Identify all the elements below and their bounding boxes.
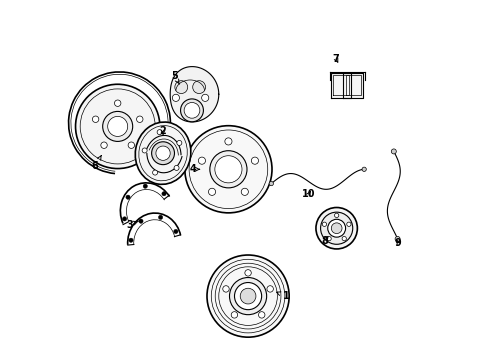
Circle shape — [184, 126, 271, 213]
Text: 9: 9 — [394, 238, 401, 248]
Text: 8: 8 — [321, 236, 327, 246]
Circle shape — [224, 138, 231, 145]
Circle shape — [184, 103, 200, 118]
Circle shape — [390, 149, 395, 154]
Circle shape — [174, 166, 179, 170]
Circle shape — [101, 142, 107, 148]
Circle shape — [209, 151, 246, 188]
Ellipse shape — [135, 122, 190, 184]
Circle shape — [266, 286, 273, 292]
Circle shape — [320, 212, 352, 244]
Circle shape — [142, 148, 147, 153]
Circle shape — [143, 184, 147, 188]
Text: 3: 3 — [126, 220, 138, 230]
Circle shape — [192, 81, 205, 94]
Circle shape — [342, 237, 346, 241]
Text: 1: 1 — [276, 291, 289, 301]
Circle shape — [361, 167, 366, 171]
Circle shape — [241, 188, 248, 195]
Circle shape — [180, 99, 203, 122]
Circle shape — [258, 312, 264, 318]
Circle shape — [331, 223, 341, 234]
Circle shape — [214, 156, 242, 183]
Circle shape — [394, 237, 399, 242]
Circle shape — [346, 222, 350, 226]
Text: 7: 7 — [332, 54, 339, 64]
Circle shape — [173, 229, 178, 234]
Circle shape — [322, 222, 326, 226]
Circle shape — [157, 130, 162, 135]
Polygon shape — [170, 67, 218, 122]
Circle shape — [158, 215, 163, 220]
Circle shape — [172, 94, 179, 102]
Circle shape — [268, 181, 273, 186]
Circle shape — [334, 213, 338, 217]
Circle shape — [114, 100, 121, 107]
Circle shape — [208, 188, 215, 195]
Circle shape — [175, 81, 187, 94]
Circle shape — [234, 283, 261, 310]
Circle shape — [162, 192, 166, 196]
Circle shape — [75, 84, 160, 168]
Circle shape — [102, 111, 132, 141]
Circle shape — [139, 219, 143, 223]
Circle shape — [136, 116, 142, 122]
Text: 6: 6 — [92, 156, 101, 171]
Circle shape — [198, 157, 205, 164]
Circle shape — [177, 140, 182, 145]
Polygon shape — [343, 73, 363, 98]
Circle shape — [223, 286, 229, 292]
Circle shape — [240, 288, 255, 304]
Circle shape — [315, 207, 357, 249]
Circle shape — [244, 270, 251, 276]
Circle shape — [107, 116, 127, 136]
Circle shape — [125, 195, 130, 199]
Circle shape — [151, 142, 174, 165]
Circle shape — [231, 312, 237, 318]
Circle shape — [128, 142, 134, 148]
Circle shape — [201, 94, 208, 102]
Circle shape — [229, 278, 266, 315]
Circle shape — [206, 255, 288, 337]
Circle shape — [326, 237, 330, 241]
Circle shape — [122, 217, 126, 221]
Circle shape — [152, 170, 157, 175]
Text: 5: 5 — [171, 71, 179, 84]
Text: 4: 4 — [189, 164, 199, 174]
Circle shape — [251, 157, 258, 164]
Text: 2: 2 — [160, 126, 166, 136]
Text: 10: 10 — [302, 189, 315, 199]
Circle shape — [327, 219, 345, 237]
Circle shape — [128, 238, 133, 242]
Circle shape — [156, 146, 170, 160]
Circle shape — [92, 116, 99, 122]
Polygon shape — [330, 73, 350, 98]
